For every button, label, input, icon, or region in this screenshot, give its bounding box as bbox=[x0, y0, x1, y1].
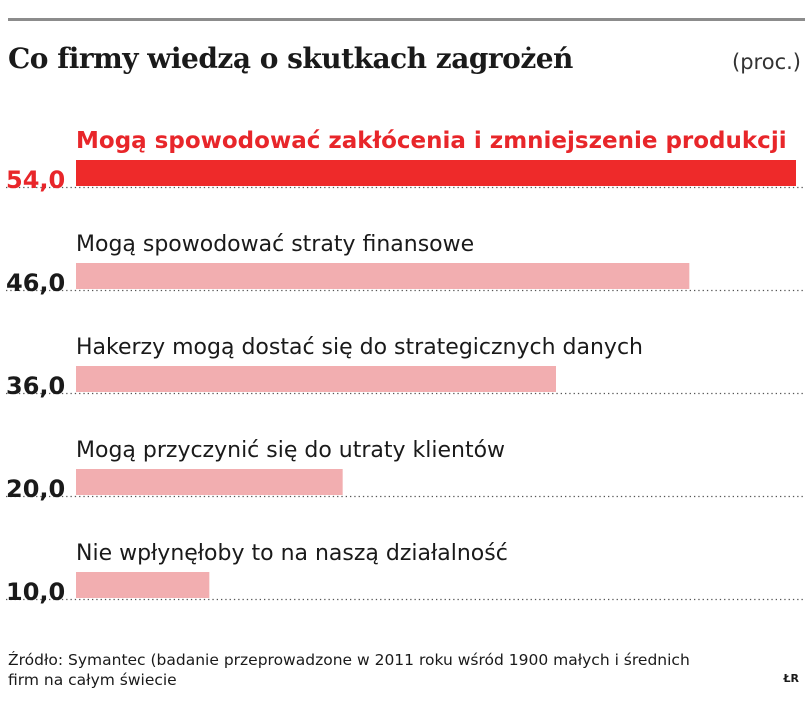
chart-title: Co firmy wiedzą o skutkach zagrożeń bbox=[8, 42, 573, 75]
category-label: Mogą spowodować zakłócenia i zmniejszeni… bbox=[76, 128, 787, 154]
category-label: Mogą przyczynić się do utraty klientów bbox=[76, 438, 505, 463]
bar bbox=[76, 263, 690, 289]
value-label: 36,0 bbox=[6, 372, 65, 400]
source-note: Źródło: Symantec (badanie przeprowadzone… bbox=[8, 651, 690, 689]
unit-label: (proc.) bbox=[732, 50, 801, 74]
category-label: Mogą spowodować straty finansowe bbox=[76, 232, 474, 257]
bar bbox=[76, 572, 210, 598]
bar bbox=[76, 469, 343, 495]
value-label: 20,0 bbox=[6, 475, 65, 503]
value-label: 54,0 bbox=[6, 166, 65, 194]
credit-initials: ŁR bbox=[783, 672, 799, 685]
value-label: 46,0 bbox=[6, 269, 65, 297]
top-rule bbox=[8, 18, 805, 21]
bar bbox=[76, 160, 796, 186]
category-label: Hakerzy mogą dostać się do strategicznyc… bbox=[76, 335, 643, 360]
category-label: Nie wpłynęłoby to na naszą działalność bbox=[76, 541, 508, 566]
bar-chart: Mogą spowodować zakłócenia i zmniejszeni… bbox=[6, 128, 803, 606]
bar bbox=[76, 366, 556, 392]
value-label: 10,0 bbox=[6, 578, 65, 606]
